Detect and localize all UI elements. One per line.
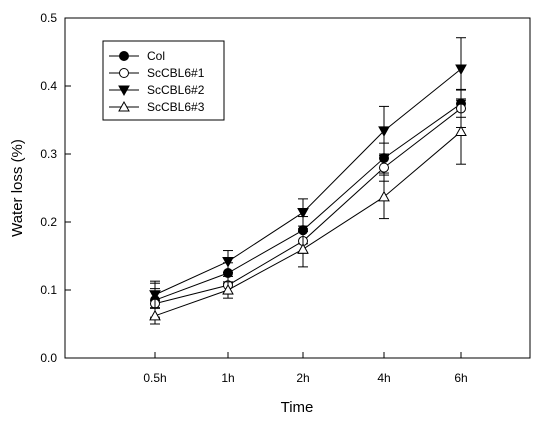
x-tick-label: 4h [377, 371, 390, 385]
data-point [149, 309, 161, 321]
data-point [149, 290, 161, 301]
data-point [297, 207, 309, 219]
data-point [378, 126, 390, 137]
legend-marker [118, 100, 130, 112]
x-axis-title: Time [281, 399, 314, 416]
y-tick-label: 0.0 [40, 351, 57, 365]
data-point [222, 283, 234, 295]
x-tick-label: 0.5h [143, 371, 166, 385]
y-tick-label: 0.4 [40, 79, 57, 93]
y-tick-label: 0.3 [40, 147, 57, 161]
data-point [297, 243, 309, 254]
legend-marker [119, 68, 129, 78]
y-tick-label: 0.1 [40, 283, 57, 297]
y-tick-label: 0.2 [40, 215, 57, 229]
x-tick-label: 1h [221, 371, 234, 385]
legend-item: ScCBL6#2 [109, 83, 205, 97]
x-tick-label: 6h [454, 371, 467, 385]
legend-item: ScCBL6#3 [109, 100, 205, 114]
data-point [379, 162, 389, 173]
x-tick-label: 2h [296, 371, 309, 385]
legend: Col ScCBL6#1 ScCBL6#2 ScCBL6#3 [102, 40, 225, 121]
legend-marker [118, 85, 130, 97]
data-point [455, 125, 467, 137]
legend-item: ScCBL6#1 [109, 66, 205, 80]
legend-marker [119, 51, 129, 61]
y-axis-title: Water loss (%) [9, 139, 26, 237]
series-group [149, 37, 467, 325]
legend-label: ScCBL6#2 [147, 83, 205, 97]
legend-label: ScCBL6#1 [147, 66, 205, 80]
data-point [378, 190, 390, 202]
series-3 [149, 37, 467, 309]
legend-item: Col [109, 49, 165, 63]
data-point [455, 64, 467, 76]
data-point [222, 256, 234, 268]
y-tick-label: 0.5 [40, 11, 57, 25]
series-4 [149, 98, 467, 325]
legend-label: Col [147, 49, 165, 63]
legend-label: ScCBL6#3 [147, 100, 205, 114]
axis-ticks: 0.0 0.1 0.2 0.3 0.4 0.5 0.5h 1h 2h 4h 6h [40, 11, 467, 385]
